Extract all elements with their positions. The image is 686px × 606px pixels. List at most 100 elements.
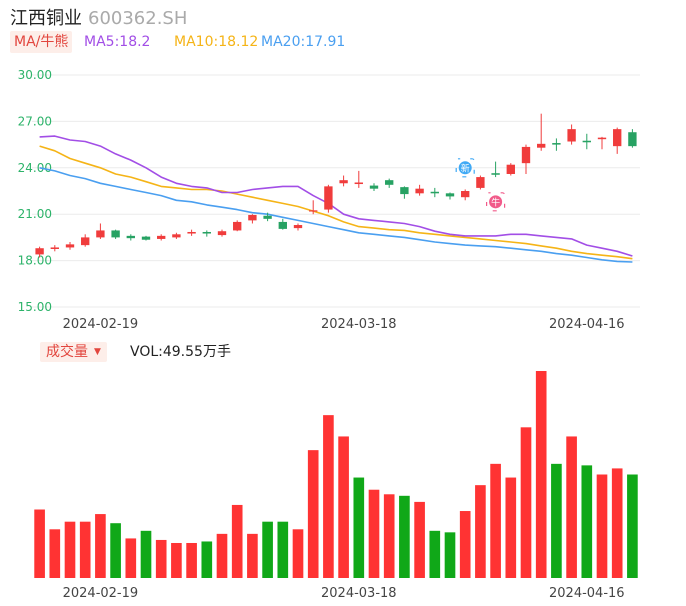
y-tick-label: 27.00 (18, 114, 52, 128)
volume-bar (186, 542, 197, 578)
volume-bar (475, 485, 486, 578)
candle (81, 234, 90, 247)
ma10-label: MA10:18.12 (174, 34, 259, 50)
volume-bar (34, 509, 45, 578)
y-tick-label: 30.00 (18, 68, 52, 82)
candle (506, 163, 515, 176)
volume-bar (581, 465, 593, 578)
candle (354, 170, 363, 188)
volume-bar (216, 533, 228, 578)
candle-body (157, 235, 166, 239)
candle-body (81, 237, 90, 246)
candle (628, 129, 637, 148)
candle-body (369, 185, 379, 189)
y-tick-label: 18.00 (18, 254, 52, 268)
candle (521, 144, 531, 174)
candle (233, 220, 242, 232)
candle-body (521, 146, 531, 164)
volume-badge-label: 成交量 (46, 344, 88, 360)
candle-body (628, 132, 637, 147)
new-stock-marker-icon: 新 (455, 158, 475, 178)
candle (126, 234, 135, 241)
candle-body (445, 193, 455, 197)
candle (537, 113, 546, 151)
candle (263, 212, 272, 222)
candle (35, 246, 44, 258)
candle-body (50, 247, 59, 249)
ma-indicator-selector[interactable]: MA/牛熊 (10, 31, 73, 53)
x-tick-label: 2024-03-18 (321, 317, 397, 332)
candle-body (248, 214, 257, 221)
candle (461, 189, 470, 201)
volume-bar (338, 436, 349, 578)
candle-body (309, 210, 318, 212)
volume-indicator-selector[interactable]: 成交量 ▼ (40, 342, 107, 362)
candle (582, 133, 591, 150)
candle (491, 161, 500, 178)
candle (96, 223, 105, 239)
volume-bar (414, 501, 425, 578)
ma5-line (39, 135, 633, 257)
candle-body (461, 191, 470, 198)
volume-bar (140, 530, 152, 578)
volume-bar (596, 474, 608, 578)
volume-bar (307, 450, 319, 578)
volume-bar (383, 494, 395, 578)
y-tick-label: 21.00 (18, 207, 52, 221)
marker-frame (455, 158, 475, 178)
stock-code: 600362.SH (88, 8, 188, 29)
candle-body (613, 129, 622, 147)
candle-body (263, 215, 272, 219)
volume-bar (64, 521, 76, 578)
candle (187, 229, 196, 236)
candle (415, 184, 424, 196)
candle (50, 245, 59, 252)
candle (567, 124, 576, 145)
candle-body (400, 187, 409, 195)
volume-bar (201, 541, 213, 578)
candle (445, 192, 455, 200)
marker-label: 牛 (491, 196, 500, 208)
candle-body (324, 186, 333, 210)
candle (172, 232, 181, 239)
candle (552, 138, 561, 151)
volume-legend: 成交量 ▼ VOL:49.55万手 (40, 342, 231, 362)
candle-body (111, 230, 120, 238)
candle-body (339, 180, 348, 184)
x-tick-label: 2024-04-16 (549, 317, 625, 332)
volume-bar (566, 436, 577, 578)
volume-bar (277, 521, 289, 578)
candle-body (217, 231, 227, 236)
ma20-line (39, 167, 633, 263)
volume-bar (551, 463, 562, 578)
stock-title: 江西铜业 600362.SH (10, 4, 187, 30)
candle-body (385, 180, 394, 185)
candle (157, 234, 166, 241)
x-tick-label: 2024-04-16 (549, 586, 625, 601)
candle (339, 175, 348, 187)
volume-bar (459, 511, 471, 578)
candle (293, 223, 303, 231)
ma-legend: MA/牛熊 MA5:18.2 MA10:18.12 MA20:17.91 (10, 31, 345, 55)
candle (385, 178, 394, 188)
y-tick-label: 15.00 (18, 300, 52, 314)
marker-dot (458, 161, 472, 175)
candle (111, 229, 120, 239)
x-tick-label: 2024-03-18 (321, 586, 397, 601)
volume-bar (444, 532, 456, 578)
volume-value: VOL:49.55万手 (130, 344, 231, 360)
volume-bar (49, 529, 61, 578)
volume-bar (429, 530, 441, 578)
volume-bar (368, 489, 380, 578)
volume-bar (171, 542, 182, 578)
candle-body (172, 234, 181, 238)
ma20-label: MA20:17.91 (261, 34, 346, 50)
ma10-line (39, 145, 633, 260)
volume-bar (490, 463, 501, 578)
candle-body (537, 143, 546, 148)
candle-body (233, 221, 242, 231)
candle (309, 200, 318, 215)
marker-label: 新 (461, 162, 470, 174)
volume-bar (262, 521, 273, 578)
volume-bar (611, 468, 623, 578)
